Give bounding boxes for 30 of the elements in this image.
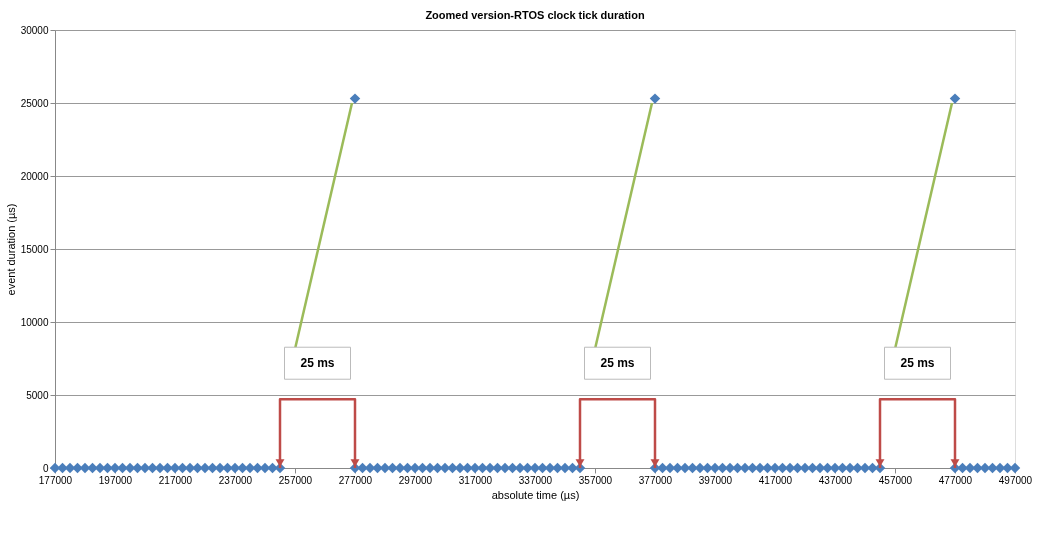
- x-tick-label: 317000: [458, 474, 493, 486]
- annotation: 25 ms: [600, 356, 635, 371]
- x-tick-label: 457000: [878, 474, 913, 486]
- y-tick-label: 0: [42, 462, 49, 474]
- y-axis-title: event duration (µs): [4, 203, 17, 296]
- y-tick-label: 20000: [20, 170, 49, 182]
- y-tick-label: 10000: [20, 316, 49, 328]
- x-tick-label: 257000: [278, 474, 313, 486]
- x-tick-label: 337000: [518, 474, 553, 486]
- y-tick-label: 5000: [26, 389, 49, 401]
- x-tick-label: 357000: [578, 474, 613, 486]
- x-tick-label: 217000: [158, 474, 193, 486]
- x-tick-label: 437000: [818, 474, 853, 486]
- x-tick-label: 417000: [758, 474, 793, 486]
- y-tick-label: 15000: [20, 243, 49, 255]
- x-tick-label: 477000: [938, 474, 973, 486]
- y-tick-label: 30000: [20, 24, 49, 36]
- y-tick-label: 25000: [20, 97, 49, 109]
- annotation: 25 ms: [900, 356, 935, 371]
- x-tick-label: 397000: [698, 474, 733, 486]
- annotation: 25 ms: [300, 356, 335, 371]
- x-tick-label: 177000: [38, 474, 73, 486]
- x-tick-label: 377000: [638, 474, 673, 486]
- x-tick-label: 497000: [998, 474, 1033, 486]
- x-tick-label: 237000: [218, 474, 253, 486]
- x-tick-label: 277000: [338, 474, 373, 486]
- chart-title: Zoomed version-RTOS clock tick duration: [425, 9, 645, 21]
- x-tick-label: 297000: [398, 474, 433, 486]
- x-tick-label: 197000: [98, 474, 133, 486]
- x-axis-title: absolute time (µs): [491, 488, 580, 501]
